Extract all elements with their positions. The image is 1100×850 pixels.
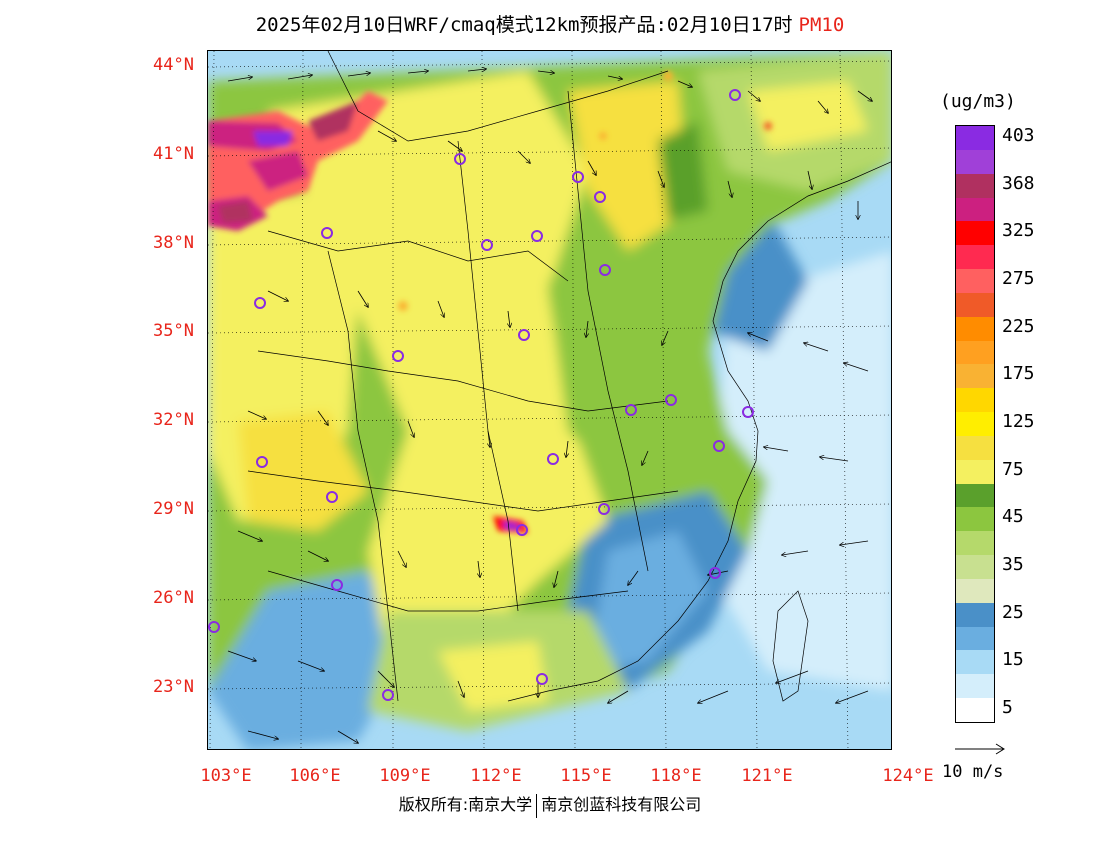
wind-vectors [227,69,872,743]
color-bar-cell [956,674,994,699]
color-bar-cell [956,435,994,461]
city-markers [208,89,754,701]
title-pollutant: PM10 [798,14,845,36]
lon-label-109: 109°E [379,766,431,786]
color-bar-cell [956,269,994,294]
lon-label-112: 112°E [470,766,522,786]
color-bar-label: 368 [1002,172,1035,194]
lon-label-124: 124°E [882,766,934,786]
wind-reference-label: 10 m/s [942,762,1004,782]
color-bar-label: 125 [1002,411,1035,432]
color-bar-cell [956,459,994,485]
title-main: 2025年02月10日WRF/cmaq模式12km预报产品:02月10日17时 [255,14,793,36]
color-bar-cell [956,698,994,723]
color-bar-cell [956,388,994,413]
color-bar-cell [956,197,994,222]
color-bar-cell [956,364,994,389]
lon-label-118: 118°E [650,766,702,786]
lon-label-103: 103°E [200,766,252,786]
color-bar-label: 45 [1002,506,1024,528]
lat-label-29: 29°N [153,499,194,519]
lat-label-44: 44°N [153,55,194,75]
color-bar-cell [956,340,994,365]
copyright-separator [536,793,538,818]
color-bar-cell [956,602,994,628]
copyright-right: 南京创蓝科技有限公司 [541,795,702,814]
lon-label-115: 115°E [560,766,612,786]
lon-label-106: 106°E [289,766,341,786]
lon-label-121: 121°E [741,766,793,786]
color-bar-cell [956,626,994,651]
color-bar-cell [956,245,994,270]
color-bar-label: 15 [1002,649,1024,671]
color-bar-cell [956,483,994,508]
color-bar-cell [956,555,994,580]
color-bar-cell [956,650,994,675]
color-bar-cell [956,292,994,318]
copyright: 版权所有:南京大学 南京创蓝科技有限公司 [0,791,1100,818]
color-bar-cell [956,507,994,532]
wind-reference-arrow [955,743,1005,755]
lat-label-35: 35°N [153,321,194,341]
lat-label-41: 41°N [153,144,194,164]
pm10-forecast-map [207,50,892,750]
copyright-left: 版权所有:南京大学 [398,795,533,814]
color-bar-label: 325 [1002,220,1035,242]
color-bar-cell [956,149,994,175]
color-bar-cell [956,412,994,437]
color-bar-label: 403 [1002,124,1035,146]
color-bar [955,125,995,723]
color-bar-label: 225 [1002,315,1035,337]
color-bar-label: 25 [1002,601,1024,623]
lat-label-38: 38°N [153,233,194,253]
color-bar-cell [956,316,994,342]
color-bar-label: 175 [1002,363,1035,385]
graticule [208,51,891,749]
color-bar-label: 5 [1002,697,1013,719]
color-bar-cell [956,126,994,151]
color-bar-label: 35 [1002,554,1024,576]
color-bar-label: 275 [1002,267,1035,289]
lat-label-23: 23°N [153,677,194,697]
boundaries [247,51,891,702]
color-bar-cell [956,578,994,604]
color-bar-cell [956,173,994,198]
color-bar-cell [956,221,994,246]
lat-label-26: 26°N [153,588,194,608]
map-canvas [208,51,891,749]
legend-unit: (ug/m3) [940,91,1016,112]
color-bar-cell [956,531,994,556]
color-bar-label: 75 [1002,458,1024,480]
lat-label-32: 32°N [153,410,194,430]
map-title: 2025年02月10日WRF/cmaq模式12km预报产品:02月10日17时 P… [0,10,1100,37]
